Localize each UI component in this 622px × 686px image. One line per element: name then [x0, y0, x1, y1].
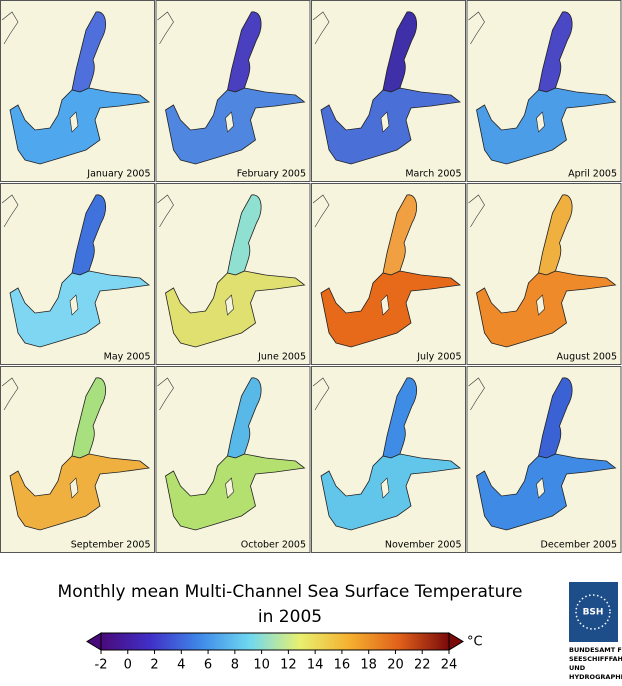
panel-label: November 2005 [385, 540, 462, 551]
panel-label: June 2005 [257, 352, 306, 363]
coastline [157, 11, 174, 45]
island [536, 294, 545, 316]
colorbar: -2 0 2 4 6 8 10 12 14 16 18 20 22 24°C [86, 632, 483, 673]
colorbar-high-arrow [448, 632, 464, 651]
sea-south [165, 453, 306, 531]
panel-label: February 2005 [237, 169, 306, 180]
island [380, 294, 390, 316]
sea-south [476, 87, 617, 165]
map-panel: August 2005 [466, 183, 622, 365]
colorbar-tick-label: 14 [307, 658, 324, 673]
island [536, 477, 545, 499]
coastline [1, 377, 19, 411]
panel-label: January 2005 [86, 169, 150, 180]
title-line: Monthly mean Multi-Channel Sea Surface T… [58, 582, 523, 602]
sea-south [320, 87, 461, 165]
coastline [468, 11, 485, 45]
sea-south [320, 453, 461, 531]
colorbar-tick-label: 4 [177, 658, 185, 673]
logo-line: BUNDESAMT FÜR [569, 645, 622, 654]
map-panel: March 2005 [311, 0, 466, 182]
logo-line: HYDROGRAPHIE [569, 673, 622, 681]
colorbar-tick-label: 8 [231, 658, 239, 673]
colorbar-unit: °C [467, 635, 483, 650]
panel-grid: January 2005 February 2005 March 2005 April… [0, 0, 622, 553]
map-panel: October 2005 [155, 366, 311, 553]
colorbar-tick-label: 10 [253, 658, 270, 673]
island [536, 111, 545, 133]
coastline [312, 11, 330, 45]
sea-south [476, 270, 617, 348]
logo-line: SEESCHIFFFAHRT [569, 655, 622, 663]
colorbar-low-arrow [86, 632, 102, 651]
island [69, 294, 79, 316]
colorbar-bar [100, 632, 450, 651]
map-panel: July 2005 [311, 183, 466, 365]
sea-south [165, 87, 306, 165]
map-panel: February 2005 [155, 0, 311, 182]
coastline [312, 194, 330, 228]
panel-label: July 2005 [416, 352, 461, 363]
island [380, 477, 390, 499]
panel-label: August 2005 [557, 352, 617, 363]
logo-line: UND [569, 664, 586, 672]
colorbar-tick-label: 0 [124, 658, 132, 673]
island [69, 111, 79, 133]
island [69, 477, 79, 499]
sea-south [320, 270, 461, 348]
island [225, 294, 234, 316]
panel-label: September 2005 [71, 540, 151, 551]
coastline [468, 377, 485, 411]
map-panel: September 2005 [0, 366, 155, 553]
panel-label: March 2005 [405, 169, 461, 180]
sea-south [165, 270, 306, 348]
coastline [468, 194, 485, 228]
sea-south [9, 453, 150, 531]
sea-south [9, 270, 150, 348]
colorbar-tick-label: 20 [387, 658, 404, 673]
coastline [312, 377, 330, 411]
panel-label: December 2005 [541, 540, 617, 551]
sea-south [9, 87, 150, 165]
logo-ring [575, 594, 611, 630]
colorbar-tick-label: -2 [95, 658, 108, 673]
sea-south [476, 453, 617, 531]
colorbar-tick-label: 22 [414, 658, 431, 673]
coastline [1, 11, 19, 45]
island [225, 477, 234, 499]
colorbar-tick-label: 18 [360, 658, 377, 673]
logo: BSH BUNDESAMT FÜR SEESCHIFFFAHRT UND HYD… [569, 582, 622, 681]
colorbar-tick-label: 16 [334, 658, 351, 673]
map-panel: April 2005 [466, 0, 622, 182]
map-panel: November 2005 [311, 366, 466, 553]
coastline [1, 194, 19, 228]
map-panel: May 2005 [0, 183, 155, 365]
map-panel: June 2005 [155, 183, 311, 365]
title-line: in 2005 [258, 607, 322, 627]
logo-mark: BSH [583, 608, 604, 618]
island [380, 111, 390, 133]
coastline [157, 194, 174, 228]
coastline [157, 377, 174, 411]
map-panel: December 2005 [466, 366, 622, 553]
colorbar-tick-label: 6 [204, 658, 212, 673]
panel-label: May 2005 [104, 352, 151, 363]
panel-label: April 2005 [568, 169, 617, 180]
colorbar-tick-label: 24 [441, 658, 458, 673]
colorbar-tick-label: 12 [280, 658, 297, 673]
island [225, 111, 234, 133]
map-panel: January 2005 [0, 0, 155, 182]
colorbar-tick-label: 2 [150, 658, 158, 673]
panel-label: October 2005 [241, 540, 306, 551]
